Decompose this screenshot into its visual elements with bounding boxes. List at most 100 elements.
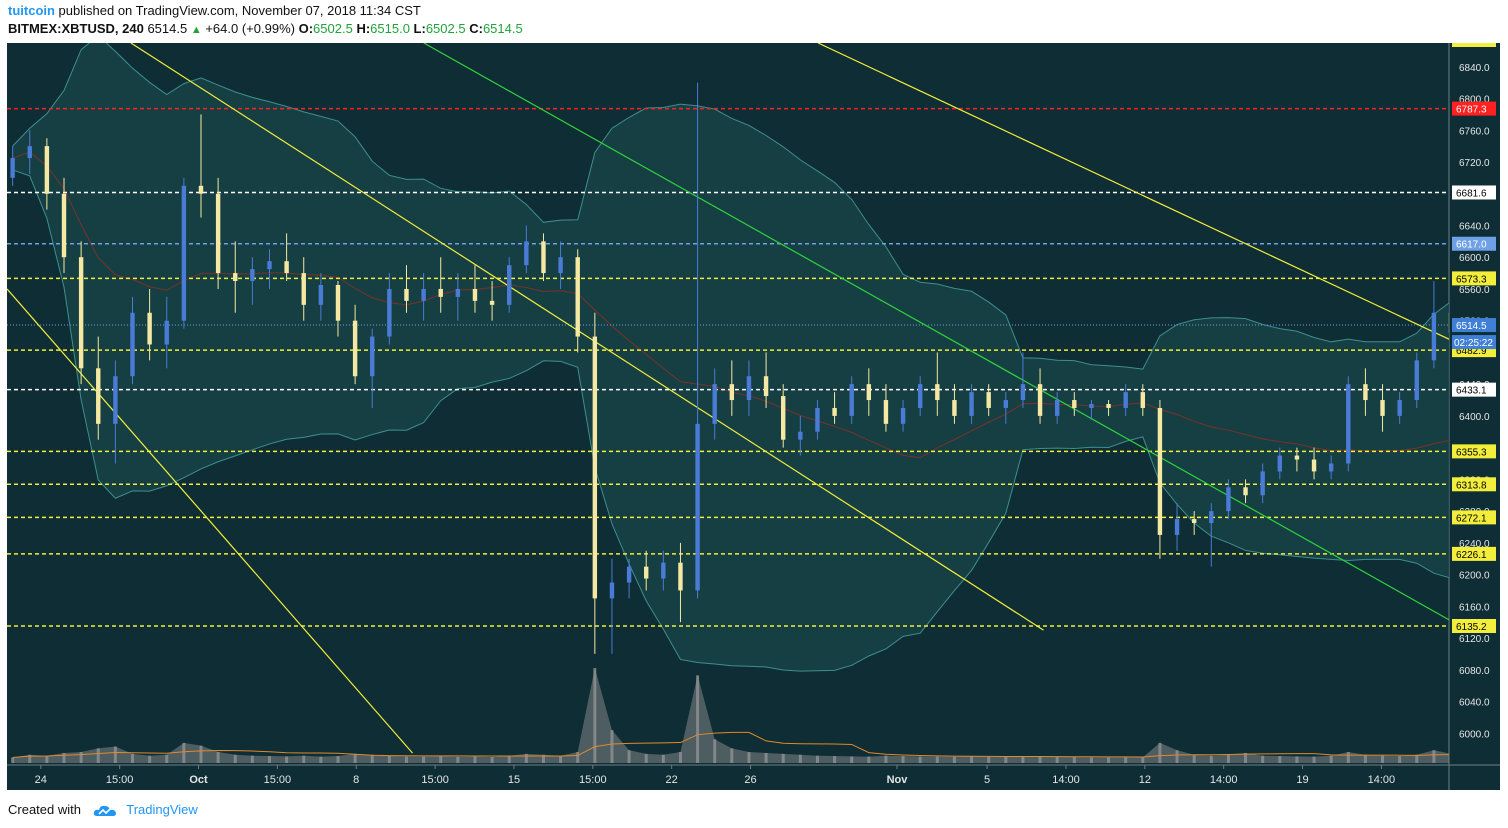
time-tick-label: 15:00 [421, 774, 449, 786]
candle-body [952, 400, 957, 416]
candle-body [1072, 400, 1077, 408]
candle-body [1191, 519, 1197, 524]
volume-bar [1072, 757, 1076, 763]
countdown-box [1452, 335, 1496, 350]
level-price-label: 6482.9 [1456, 346, 1487, 357]
candle-body [1174, 519, 1180, 535]
candle-body [284, 261, 289, 274]
candle-body [866, 384, 872, 401]
low-value: 6502.5 [425, 21, 466, 36]
level-price-label-box [1452, 236, 1496, 251]
candle-body [438, 288, 443, 297]
volume-bar [1141, 757, 1145, 763]
volume-bar [661, 754, 665, 763]
volume-bar [867, 756, 871, 763]
volume-bar [627, 750, 631, 763]
volume-bar [935, 756, 939, 763]
volume-bar [1192, 754, 1196, 763]
symbol-legend: BITMEX:XBTUSD, 240 6514.5 ▲ +64.0 (+0.99… [8, 21, 523, 36]
candle-body [421, 288, 426, 301]
volume-bar [1226, 754, 1230, 763]
volume-bar [781, 753, 785, 763]
close-label: C: [469, 21, 483, 36]
candle-body [1037, 384, 1043, 416]
level-price-label: 6681.6 [1456, 188, 1487, 199]
candle-body [61, 193, 67, 258]
volume-bar [1415, 754, 1419, 763]
volume-bar [918, 756, 922, 763]
candle-body [1209, 511, 1214, 524]
volume-bar [1038, 756, 1042, 763]
candle-body [181, 185, 187, 321]
volume-bar [456, 756, 460, 763]
candle-body [1346, 384, 1351, 464]
time-tick-label: 15:00 [579, 774, 607, 786]
candle-body [832, 407, 837, 416]
volume-bar [370, 754, 374, 763]
price-tick-label: 6160.0 [1459, 602, 1490, 613]
candle-body [1328, 463, 1334, 472]
volume-bar [285, 756, 289, 763]
volume-bar [267, 756, 271, 763]
candle-body [1243, 487, 1248, 496]
volume-bar [113, 746, 117, 763]
candle-body [575, 257, 580, 337]
level-price-label: 6433.1 [1456, 386, 1487, 397]
volume-bar [1244, 752, 1248, 763]
bollinger-basis [12, 151, 1449, 459]
volume-bar [696, 675, 700, 763]
volume-bar [593, 668, 597, 763]
volume-ma-line [12, 731, 1449, 759]
volume-bar [541, 754, 545, 763]
candle-body [404, 288, 409, 301]
volume-bar [1175, 750, 1179, 763]
volume-bar [1004, 756, 1008, 763]
candle-body [250, 269, 255, 282]
candle-body [335, 284, 341, 321]
candle-body [10, 158, 15, 178]
candle-body [1260, 471, 1265, 496]
volume-bar [1107, 757, 1111, 763]
plot-layer [7, 43, 1449, 763]
time-tick-label: Nov [887, 774, 909, 786]
candle-body [198, 185, 204, 194]
open-value: 6502.5 [313, 21, 353, 36]
volume-bar [62, 752, 66, 763]
volume-bar [833, 756, 837, 763]
volume-bar [747, 752, 751, 763]
volume-bar [507, 755, 511, 763]
candle-body [489, 300, 495, 305]
published-text: published on TradingView.com, November 0… [54, 3, 421, 18]
candle-body [763, 376, 769, 397]
candle-body [661, 562, 666, 579]
price-tick-label: 6400.0 [1459, 412, 1490, 423]
candle-body [644, 566, 649, 579]
candle-body [524, 241, 529, 266]
trendline [7, 288, 414, 754]
volume-bar [199, 745, 203, 763]
volume-bar [182, 742, 186, 763]
candle-body [472, 288, 478, 301]
time-axis-background [7, 765, 1500, 790]
volume-bar [1329, 755, 1333, 763]
trendline [817, 43, 1449, 340]
tradingview-brand[interactable]: TradingView [126, 802, 198, 817]
volume-bar [353, 753, 357, 763]
time-tick-label: 15:00 [106, 774, 134, 786]
high-label: H: [356, 21, 371, 36]
candle-body [233, 273, 238, 282]
volume-bar [165, 754, 169, 763]
author-link[interactable]: tuitcoin [8, 3, 55, 18]
level-price-label-box [1452, 618, 1496, 633]
candle-body [1140, 392, 1146, 408]
trendline [130, 43, 1044, 631]
volume-bar [422, 756, 426, 763]
time-tick-label: 22 [666, 774, 678, 786]
level-price-label: 6355.3 [1456, 447, 1487, 458]
bollinger-lower [12, 169, 1449, 672]
volume-bar [216, 752, 220, 763]
candle-body [1448, 312, 1449, 333]
candle-body [1311, 459, 1317, 472]
candle-body [626, 566, 632, 583]
